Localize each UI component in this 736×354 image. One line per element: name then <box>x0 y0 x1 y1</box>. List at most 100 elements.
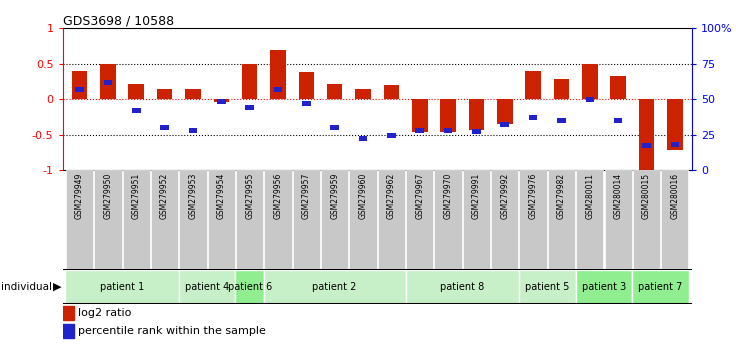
Text: GSM279976: GSM279976 <box>528 173 537 219</box>
Text: GSM279962: GSM279962 <box>387 173 396 219</box>
Bar <box>100 64 116 99</box>
FancyBboxPatch shape <box>661 170 688 269</box>
Bar <box>302 101 311 106</box>
FancyBboxPatch shape <box>264 170 291 269</box>
Bar <box>415 128 424 133</box>
Bar <box>670 142 679 147</box>
Text: GSM279982: GSM279982 <box>557 173 566 219</box>
Text: patient 6: patient 6 <box>227 282 272 292</box>
Text: GSM280011: GSM280011 <box>585 173 594 219</box>
FancyBboxPatch shape <box>350 170 377 269</box>
FancyBboxPatch shape <box>208 170 235 269</box>
Bar <box>63 324 74 338</box>
Bar <box>358 136 367 141</box>
FancyBboxPatch shape <box>151 170 178 269</box>
Bar <box>444 128 453 133</box>
Text: GSM279955: GSM279955 <box>245 173 254 219</box>
Text: GSM279959: GSM279959 <box>330 173 339 219</box>
Bar <box>327 84 342 99</box>
Bar <box>610 76 626 99</box>
Bar <box>299 72 314 99</box>
Bar <box>614 118 623 123</box>
Text: GSM279953: GSM279953 <box>188 173 197 219</box>
Text: GSM279992: GSM279992 <box>500 173 509 219</box>
Bar <box>528 115 537 120</box>
Bar <box>667 99 682 150</box>
Bar <box>412 99 428 132</box>
FancyBboxPatch shape <box>179 270 236 304</box>
Bar <box>355 89 371 99</box>
FancyBboxPatch shape <box>66 270 179 304</box>
FancyBboxPatch shape <box>548 170 575 269</box>
FancyBboxPatch shape <box>633 170 660 269</box>
Bar <box>440 99 456 132</box>
Text: ▶: ▶ <box>53 282 62 292</box>
Bar <box>639 99 654 170</box>
FancyBboxPatch shape <box>576 170 604 269</box>
Text: GSM279967: GSM279967 <box>415 173 424 219</box>
Bar <box>497 99 512 124</box>
FancyBboxPatch shape <box>406 270 519 304</box>
FancyBboxPatch shape <box>434 170 461 269</box>
Bar <box>387 133 396 138</box>
Text: GSM279950: GSM279950 <box>104 173 113 219</box>
Text: percentile rank within the sample: percentile rank within the sample <box>78 326 266 336</box>
Bar <box>643 143 651 148</box>
Bar <box>72 71 88 99</box>
FancyBboxPatch shape <box>123 170 150 269</box>
Bar <box>104 80 112 85</box>
Bar <box>213 99 229 102</box>
Text: GSM280016: GSM280016 <box>670 173 679 219</box>
Text: patient 8: patient 8 <box>440 282 484 292</box>
Bar <box>160 125 169 130</box>
Text: GSM279956: GSM279956 <box>274 173 283 219</box>
Bar <box>242 64 258 99</box>
Text: GSM280015: GSM280015 <box>642 173 651 219</box>
Bar <box>63 306 74 320</box>
FancyBboxPatch shape <box>576 270 632 304</box>
FancyBboxPatch shape <box>604 170 631 269</box>
FancyBboxPatch shape <box>180 170 207 269</box>
Text: GSM279957: GSM279957 <box>302 173 311 219</box>
FancyBboxPatch shape <box>94 170 121 269</box>
Text: patient 3: patient 3 <box>582 282 626 292</box>
Bar <box>75 87 84 92</box>
Text: patient 5: patient 5 <box>525 282 570 292</box>
Bar <box>157 88 172 99</box>
Bar <box>526 71 541 99</box>
Bar <box>188 128 197 133</box>
Bar <box>185 89 201 99</box>
Bar <box>472 129 481 134</box>
Text: individual: individual <box>1 282 52 292</box>
Text: GSM279960: GSM279960 <box>358 173 367 219</box>
Bar <box>582 64 598 99</box>
FancyBboxPatch shape <box>236 170 263 269</box>
FancyBboxPatch shape <box>236 270 263 304</box>
Text: patient 2: patient 2 <box>313 282 357 292</box>
Bar <box>274 87 283 92</box>
Text: GSM279951: GSM279951 <box>132 173 141 219</box>
Text: patient 4: patient 4 <box>185 282 229 292</box>
FancyBboxPatch shape <box>321 170 348 269</box>
Text: GSM279954: GSM279954 <box>217 173 226 219</box>
FancyBboxPatch shape <box>378 170 405 269</box>
FancyBboxPatch shape <box>632 270 689 304</box>
Text: GSM279949: GSM279949 <box>75 173 84 219</box>
Text: GSM280014: GSM280014 <box>614 173 623 219</box>
Bar <box>217 99 226 104</box>
Bar <box>132 108 141 113</box>
Bar <box>129 84 144 99</box>
FancyBboxPatch shape <box>263 270 406 304</box>
Bar <box>330 125 339 130</box>
FancyBboxPatch shape <box>463 170 490 269</box>
Text: GSM279952: GSM279952 <box>160 173 169 219</box>
Text: log2 ratio: log2 ratio <box>78 308 132 318</box>
Text: patient 1: patient 1 <box>100 282 144 292</box>
FancyBboxPatch shape <box>406 170 434 269</box>
FancyBboxPatch shape <box>520 170 547 269</box>
FancyBboxPatch shape <box>293 170 320 269</box>
Text: GSM279991: GSM279991 <box>472 173 481 219</box>
Text: GDS3698 / 10588: GDS3698 / 10588 <box>63 14 174 27</box>
Bar <box>586 97 594 102</box>
FancyBboxPatch shape <box>66 170 93 269</box>
